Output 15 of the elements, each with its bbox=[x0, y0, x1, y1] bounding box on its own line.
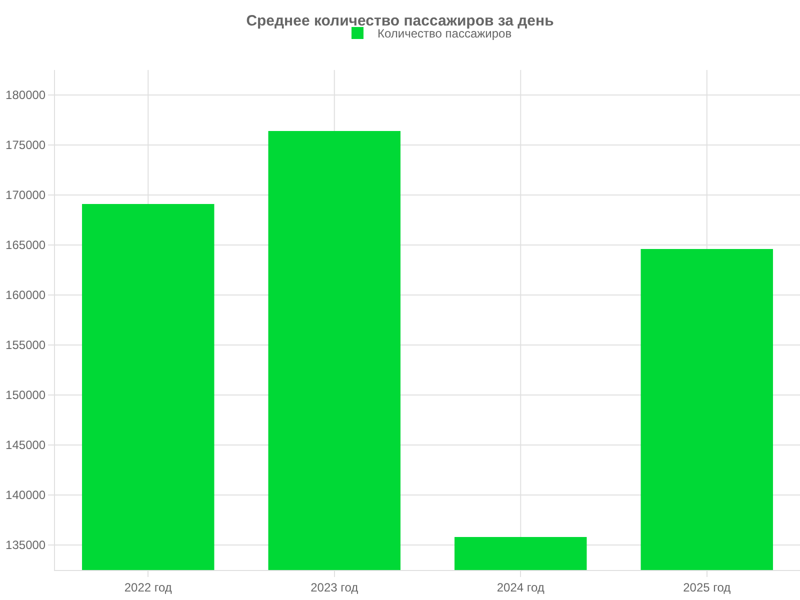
x-tick-label: 2022 год bbox=[124, 580, 172, 594]
y-tick-label: 160000 bbox=[6, 288, 46, 302]
chart-title: Среднее количество пассажиров за день bbox=[246, 12, 554, 30]
y-tick-label: 180000 bbox=[6, 88, 46, 102]
y-tick-label: 170000 bbox=[6, 188, 46, 202]
x-tick-label: 2025 год bbox=[683, 580, 731, 594]
y-tick-label: 150000 bbox=[6, 388, 46, 402]
y-tick-label: 145000 bbox=[6, 438, 46, 452]
y-tick-label: 140000 bbox=[6, 488, 46, 502]
y-tick-label: 165000 bbox=[6, 238, 46, 252]
y-tick-label: 175000 bbox=[6, 138, 46, 152]
x-tick-label: 2024 год bbox=[496, 580, 544, 594]
y-tick-label: 155000 bbox=[6, 338, 46, 352]
x-tick-label: 2023 год bbox=[310, 580, 358, 594]
y-tick-label: 135000 bbox=[6, 538, 46, 552]
